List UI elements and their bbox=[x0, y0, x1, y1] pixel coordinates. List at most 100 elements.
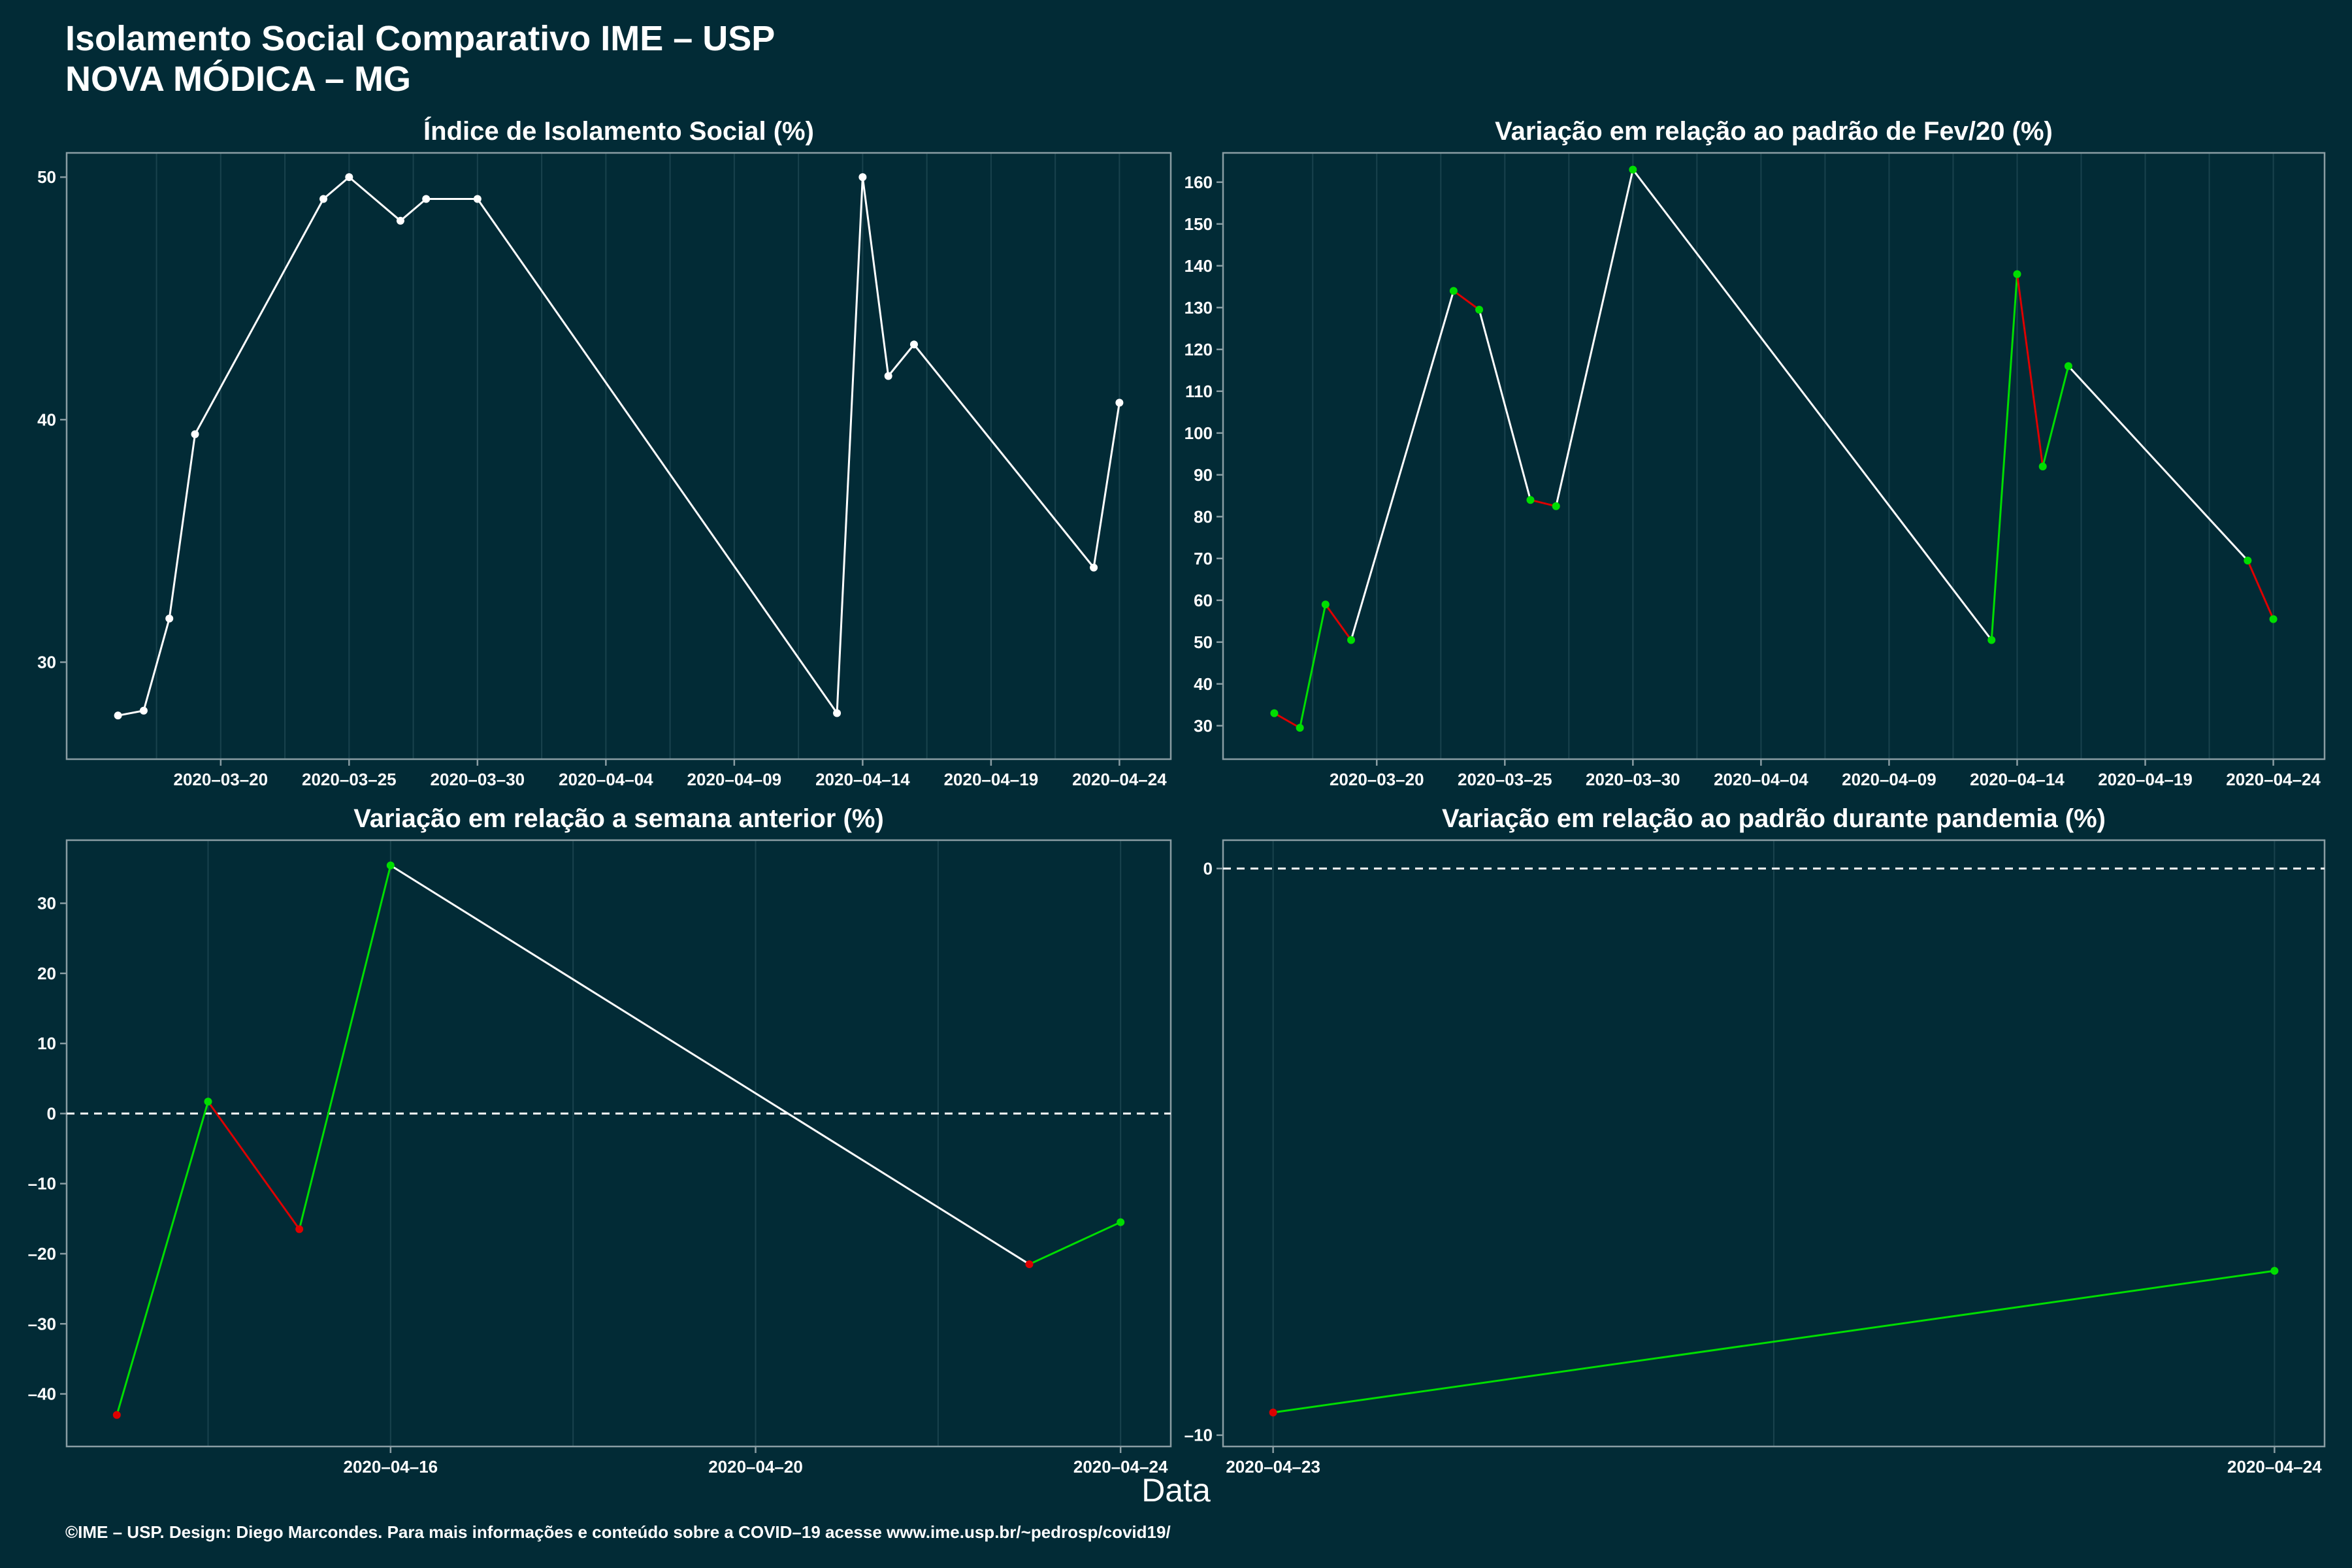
data-point bbox=[112, 1411, 121, 1419]
x-tick-label: 2020–03–30 bbox=[431, 770, 525, 789]
panel-border bbox=[1222, 839, 2326, 1448]
data-point bbox=[191, 430, 199, 438]
data-point bbox=[204, 1098, 212, 1106]
y-tick-label: 0 bbox=[47, 1103, 56, 1123]
series-segment bbox=[2042, 366, 2070, 467]
y-tick-label: 70 bbox=[1194, 549, 1213, 568]
panel-border bbox=[1222, 152, 2326, 760]
data-point bbox=[858, 173, 867, 182]
series-segment bbox=[1478, 309, 1531, 500]
data-point bbox=[1987, 636, 1996, 644]
x-tick-label: 2020–03–20 bbox=[174, 770, 269, 789]
y-tick-label: 160 bbox=[1184, 172, 1213, 192]
panel-title: Variação em relação ao padrão de Fev/20 … bbox=[1495, 117, 2053, 146]
data-point bbox=[2269, 615, 2278, 623]
series-segment bbox=[348, 176, 401, 222]
data-point bbox=[319, 195, 328, 203]
x-tick-label: 2020–04–09 bbox=[687, 770, 782, 789]
x-tick-label: 2020–03–25 bbox=[302, 770, 397, 789]
data-point bbox=[295, 1225, 304, 1233]
panel-title: Variação em relação ao padrão durante pa… bbox=[1442, 804, 2106, 833]
x-tick-label: 2020–03–25 bbox=[1458, 770, 1552, 789]
y-tick-label: –30 bbox=[28, 1314, 56, 1333]
panel-border bbox=[65, 839, 1172, 1448]
x-tick-label: 2020–04–24 bbox=[1072, 770, 1167, 789]
y-tick-label: –10 bbox=[1184, 1426, 1213, 1445]
data-point bbox=[2064, 362, 2072, 370]
panel-title: Índice de Isolamento Social (%) bbox=[423, 116, 814, 146]
y-tick-label: 40 bbox=[1194, 674, 1213, 694]
data-point bbox=[1296, 724, 1304, 732]
series-segment bbox=[390, 864, 1030, 1266]
data-point bbox=[114, 711, 122, 720]
series-segment bbox=[1530, 498, 1557, 508]
data-point bbox=[1269, 1408, 1277, 1416]
y-tick-label: 30 bbox=[37, 894, 56, 913]
y-tick-label: 80 bbox=[1194, 507, 1213, 527]
panel-title: Variação em relação a semana anterior (%… bbox=[353, 804, 884, 833]
footer-credits: ©IME – USP. Design: Diego Marcondes. Par… bbox=[65, 1522, 1171, 1542]
x-tick-label: 2020–04–19 bbox=[944, 770, 1039, 789]
data-point bbox=[1270, 709, 1279, 717]
series-segment bbox=[1092, 402, 1120, 568]
series-segment bbox=[1990, 274, 2018, 640]
series-segment bbox=[861, 176, 890, 376]
data-point bbox=[884, 372, 892, 380]
x-tick-label: 2020–04–04 bbox=[559, 770, 653, 789]
data-point bbox=[386, 861, 395, 870]
y-tick-label: 10 bbox=[37, 1034, 56, 1053]
series-segment bbox=[298, 865, 392, 1230]
y-tick-label: 150 bbox=[1184, 214, 1213, 234]
data-point bbox=[1090, 563, 1098, 572]
y-tick-label: –40 bbox=[28, 1384, 56, 1404]
data-point bbox=[165, 614, 174, 623]
y-tick-label: 100 bbox=[1184, 423, 1213, 443]
data-point bbox=[1025, 1260, 1034, 1269]
data-point bbox=[1526, 496, 1535, 504]
series-segment bbox=[168, 434, 196, 619]
x-axis-caption: Data bbox=[1141, 1472, 1211, 1509]
series-segment bbox=[1324, 604, 1352, 641]
series-segment bbox=[194, 198, 325, 435]
data-point bbox=[2038, 463, 2047, 470]
data-point bbox=[909, 340, 918, 349]
data-point bbox=[1117, 1218, 1125, 1226]
y-tick-label: 20 bbox=[37, 964, 56, 983]
series-segment bbox=[142, 618, 171, 711]
series-segment bbox=[1028, 1221, 1121, 1266]
series-segment bbox=[323, 176, 350, 200]
x-tick-label: 2020–04–24 bbox=[1073, 1457, 1168, 1477]
x-tick-label: 2020–03–20 bbox=[1330, 770, 1424, 789]
x-tick-label: 2020–04–09 bbox=[1842, 770, 1936, 789]
series-segment bbox=[207, 1101, 301, 1230]
data-point bbox=[833, 709, 841, 717]
x-tick-label: 2020–04–04 bbox=[1714, 770, 1808, 789]
page-title: Isolamento Social Comparativo IME – USP … bbox=[65, 18, 775, 99]
data-point bbox=[1347, 636, 1356, 644]
series-segment bbox=[2067, 365, 2249, 562]
y-tick-label: 90 bbox=[1194, 465, 1213, 485]
y-tick-label: 60 bbox=[1194, 591, 1213, 610]
x-tick-label: 2020–03–30 bbox=[1586, 770, 1680, 789]
y-tick-label: 30 bbox=[1194, 716, 1213, 736]
data-point bbox=[1321, 600, 1330, 609]
page-title-line2: NOVA MÓDICA – MG bbox=[65, 59, 412, 99]
series-segment bbox=[1273, 712, 1301, 729]
x-tick-label: 2020–04–14 bbox=[815, 770, 910, 789]
y-tick-label: 30 bbox=[37, 653, 56, 672]
data-point bbox=[2244, 557, 2252, 564]
data-point bbox=[2270, 1267, 2279, 1275]
data-point bbox=[1115, 399, 1124, 407]
series-segment bbox=[476, 198, 838, 714]
data-point bbox=[2013, 270, 2021, 278]
series-segment bbox=[2246, 560, 2274, 620]
data-point bbox=[1449, 287, 1458, 295]
y-tick-label: 50 bbox=[37, 167, 56, 187]
y-tick-label: 40 bbox=[37, 410, 56, 429]
y-tick-label: 110 bbox=[1185, 382, 1213, 401]
panel-border bbox=[65, 152, 1172, 760]
series-segment bbox=[1299, 604, 1327, 728]
series-segment bbox=[118, 710, 144, 717]
y-tick-label: –20 bbox=[28, 1244, 56, 1264]
data-point bbox=[1475, 306, 1484, 314]
